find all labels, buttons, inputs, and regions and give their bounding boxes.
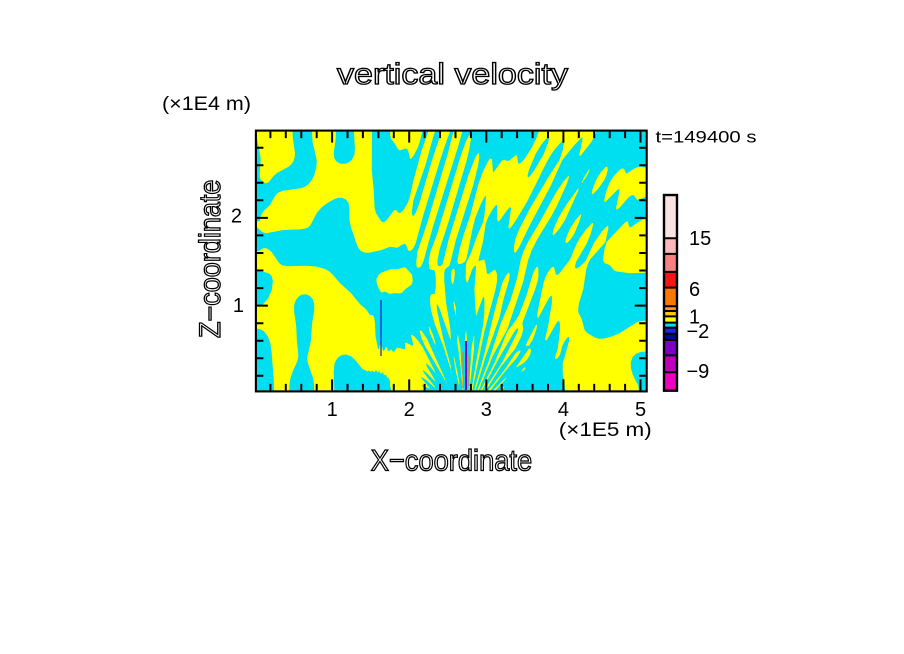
svg-text:−9: −9: [687, 361, 710, 383]
svg-text:Z−coordinate: Z−coordinate: [194, 180, 227, 338]
svg-text:X−coordinate: X−coordinate: [371, 445, 533, 478]
svg-text:vertical velocity: vertical velocity: [337, 58, 568, 91]
svg-text:t=149400 s: t=149400 s: [656, 129, 757, 147]
svg-text:1: 1: [233, 295, 244, 317]
svg-text:5: 5: [635, 399, 646, 421]
svg-text:1: 1: [327, 399, 338, 421]
svg-text:2: 2: [404, 399, 415, 421]
svg-text:15: 15: [689, 228, 711, 250]
svg-text:(×1E5 m): (×1E5 m): [559, 420, 652, 441]
svg-text:1: 1: [689, 307, 700, 329]
svg-text:−2: −2: [687, 321, 710, 343]
svg-text:(×1E4 m): (×1E4 m): [162, 94, 251, 115]
svg-text:2: 2: [231, 206, 242, 228]
svg-text:6: 6: [689, 279, 700, 301]
svg-text:4: 4: [558, 399, 569, 421]
svg-text:3: 3: [481, 399, 492, 421]
